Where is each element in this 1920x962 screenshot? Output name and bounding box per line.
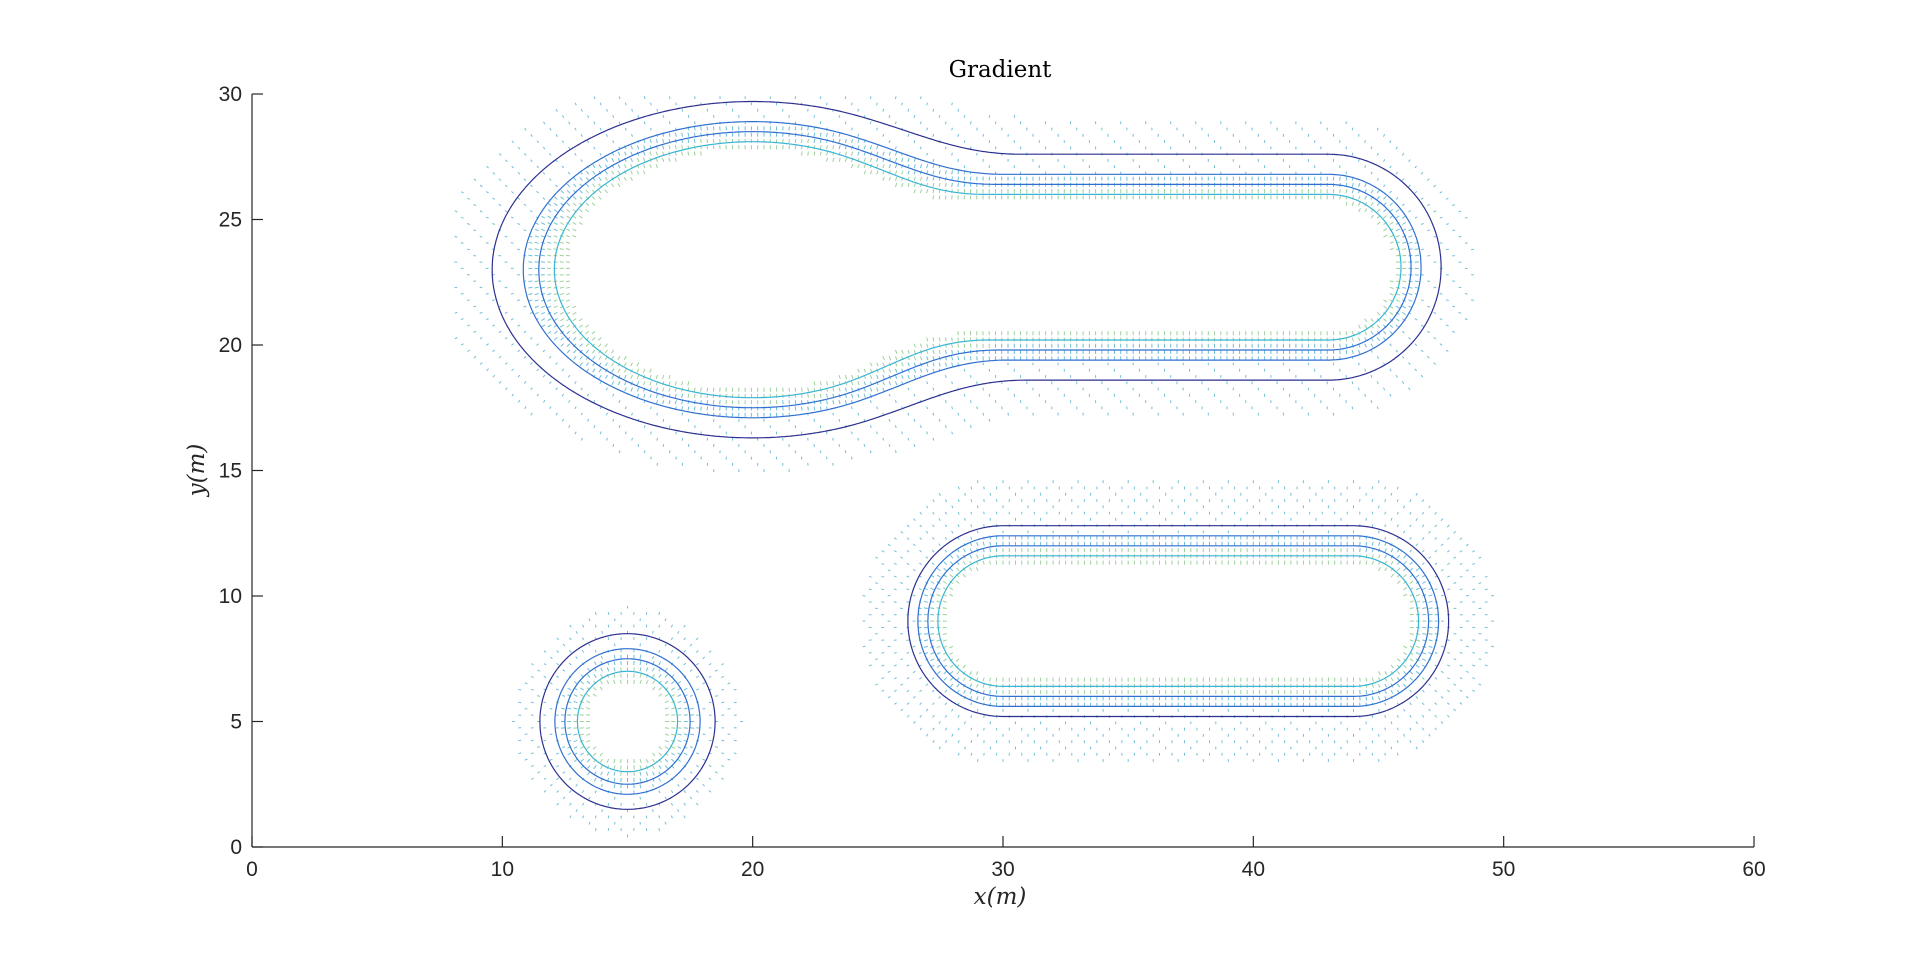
y-tick-label: 25	[219, 209, 242, 232]
y-tick-label: 0	[230, 836, 242, 859]
x-tick-label: 50	[1492, 858, 1515, 881]
y-tick-label: 5	[230, 711, 242, 734]
keyhole-contour-line	[553, 141, 1402, 399]
chart-title: Gradient	[949, 57, 1053, 83]
x-tick-label: 10	[491, 858, 514, 881]
y-tick-label: 20	[219, 334, 242, 357]
circle-contour-line	[576, 670, 679, 773]
y-tick-label: 10	[219, 585, 242, 608]
stadium-contour-line	[917, 535, 1440, 707]
keyhole-contour-line	[491, 100, 1442, 439]
keyhole-contour-line	[538, 131, 1412, 409]
keyhole-contour-line	[522, 121, 1422, 419]
x-tick-label: 30	[991, 858, 1014, 881]
x-axis-label: x(m)	[974, 884, 1027, 910]
y-tick-label: 30	[219, 83, 242, 106]
y-ticks: 0 5 10 15 20 25 30	[219, 83, 263, 859]
gradient-field	[454, 96, 1494, 838]
circle-contour-line	[554, 648, 701, 795]
circle-contour-line	[564, 658, 691, 785]
x-tick-label: 40	[1242, 858, 1265, 881]
axes: 0 10 20 30 40 50 60 0 5 10 15 20 25 30	[219, 83, 1766, 881]
stadium-contour-line	[907, 525, 1450, 718]
y-axis-label: y(m)	[184, 444, 210, 498]
plot-area	[454, 96, 1494, 838]
x-tick-label: 0	[246, 858, 258, 881]
circle-contour-line	[539, 633, 716, 810]
stadium-contour-line	[927, 545, 1430, 697]
x-tick-label: 60	[1742, 858, 1765, 881]
stadium-contour-line	[937, 555, 1420, 687]
contour-lines	[491, 100, 1450, 810]
x-tick-label: 20	[741, 858, 764, 881]
x-ticks: 0 10 20 30 40 50 60	[246, 836, 1766, 881]
y-tick-label: 15	[219, 460, 242, 483]
